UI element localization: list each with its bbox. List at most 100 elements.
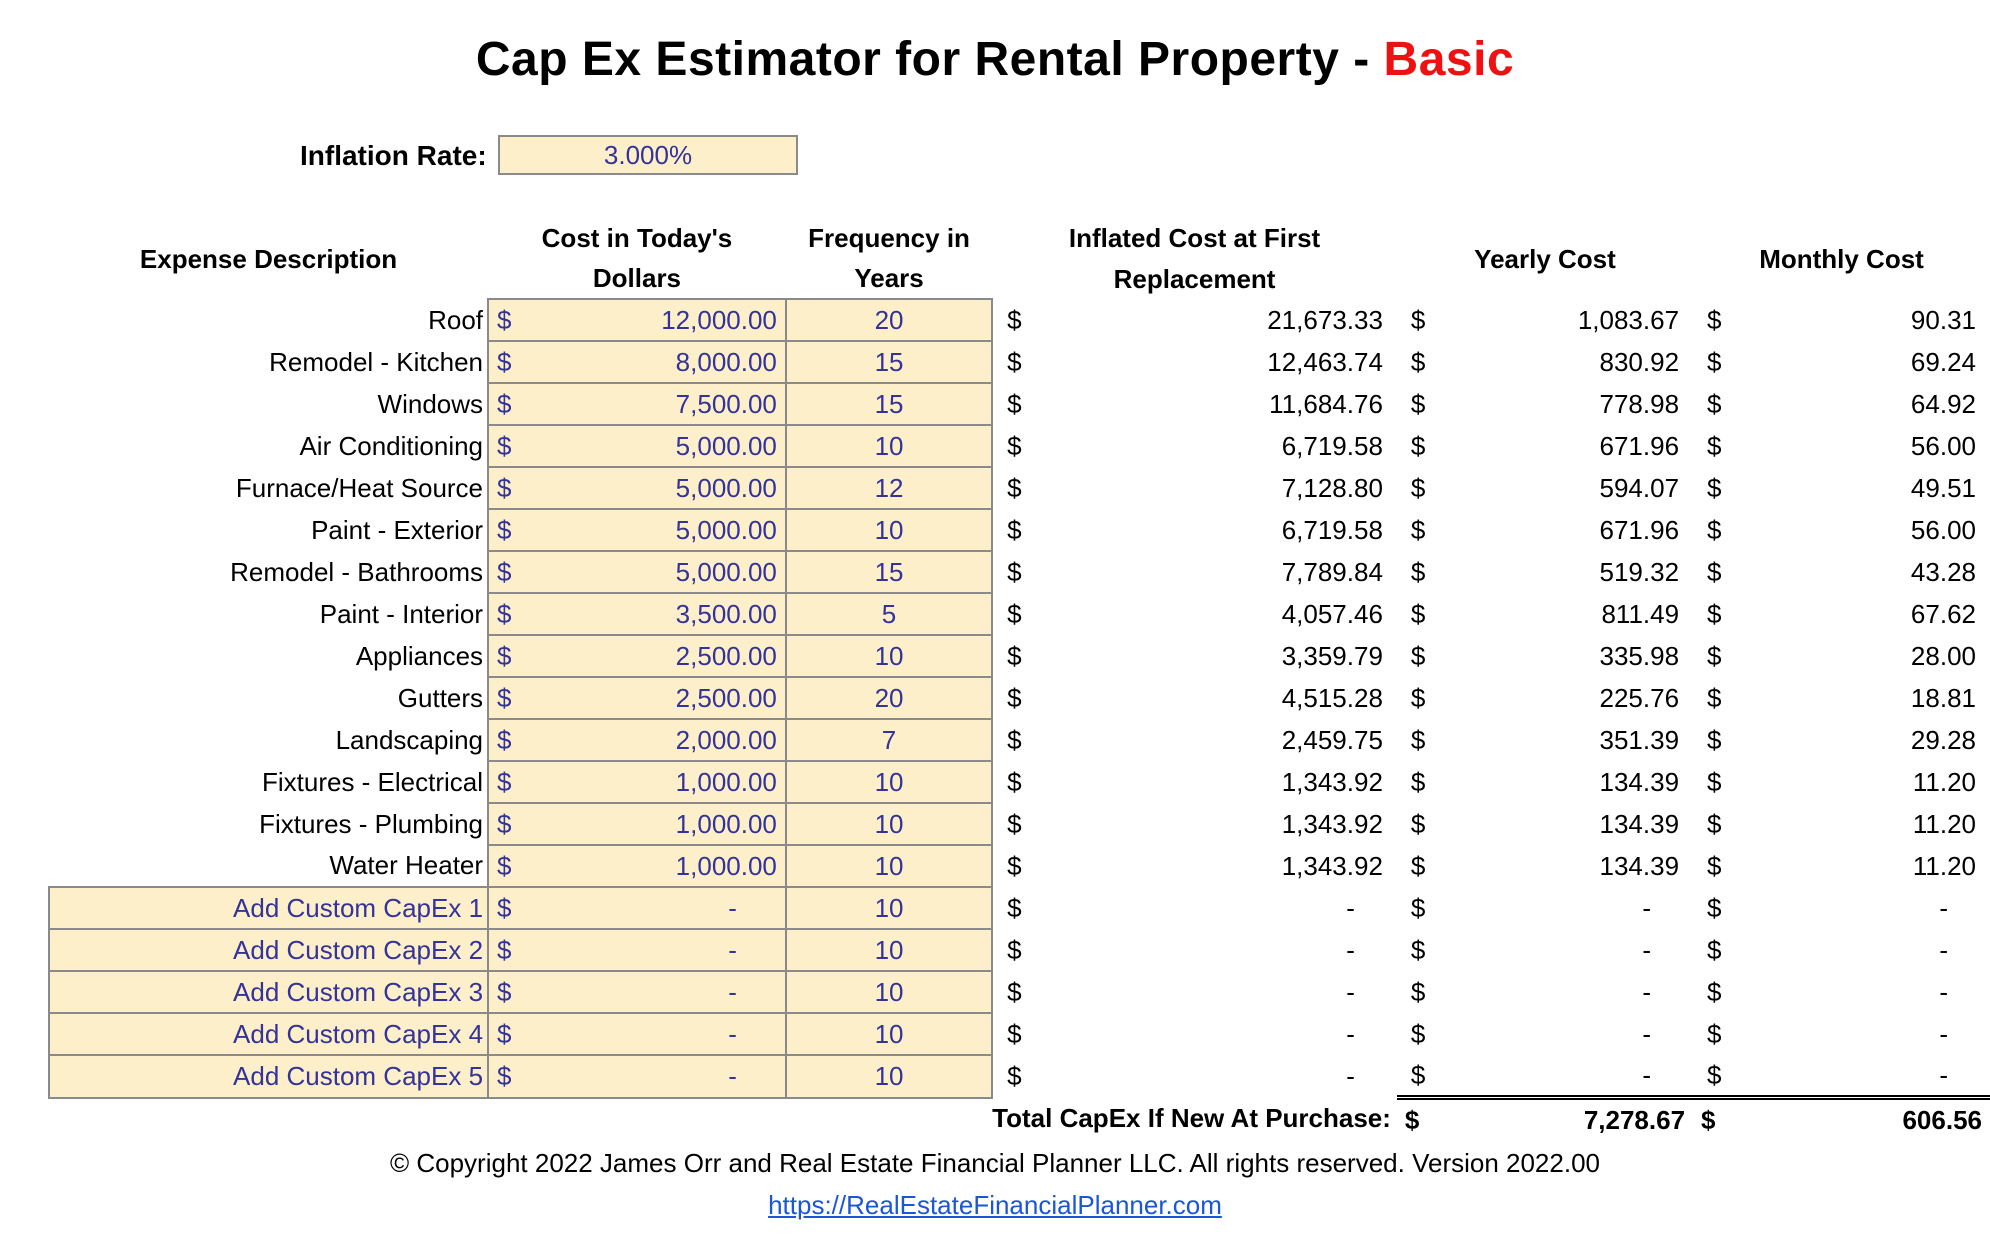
header-inflated-line2: Replacement [1113, 263, 1276, 294]
yearly-cost: $671.96 [1410, 430, 1680, 461]
inflated-cost: $1,343.92 [1007, 850, 1383, 881]
yearly-cost: $134.39 [1410, 808, 1680, 839]
expense-description: Fixtures - Electrical [261, 766, 484, 797]
total-yearly: $7,278.67 [1396, 1095, 1694, 1140]
expense-description[interactable]: Add Custom CapEx 3 [47, 970, 490, 1014]
table-row: Water Heater $1,000.00 10 $1,343.92 $134.39 $… [49, 844, 1990, 888]
cost-today-input[interactable]: $2,500.00 [487, 634, 787, 678]
yearly-cost: $671.96 [1410, 514, 1680, 545]
frequency-input[interactable]: 5 [784, 592, 994, 636]
website-link-wrap: https://RealEstateFinancialPlanner.com [0, 1190, 1990, 1221]
expense-description[interactable]: Add Custom CapEx 4 [47, 1012, 490, 1056]
expense-description: Landscaping [335, 724, 484, 755]
frequency-input[interactable]: 15 [784, 382, 994, 426]
frequency-input[interactable]: 10 [784, 1012, 994, 1056]
table-row: Fixtures - Plumbing $1,000.00 10 $1,343.92 $… [49, 802, 1990, 846]
table-row: Fixtures - Electrical $1,000.00 10 $1,343.9… [49, 760, 1990, 804]
expense-description[interactable]: Add Custom CapEx 1 [47, 886, 490, 930]
table-row: Add Custom CapEx 5 $ -10 $ - $ - $ - [47, 1054, 1990, 1099]
monthly-cost: $56.00 [1707, 430, 1976, 461]
cost-today-input[interactable]: $5,000.00 [487, 508, 787, 552]
frequency-input[interactable]: 10 [784, 886, 994, 930]
monthly-cost: $56.00 [1707, 514, 1976, 545]
table-row: Windows $7,500.00 15 $11,684.76 $778.98 $64.9… [49, 382, 1990, 426]
cost-today-input[interactable]: $5,000.00 [487, 466, 787, 510]
cost-today-input[interactable]: $ - [487, 970, 787, 1014]
frequency-input[interactable]: 20 [784, 298, 994, 342]
header-cost-line1: Cost in Today's [541, 223, 733, 253]
header-expense-description: Expense Description [139, 243, 398, 274]
monthly-cost: $67.62 [1707, 598, 1976, 629]
yearly-cost: $1,083.67 [1410, 304, 1680, 335]
inflation-rate-input[interactable]: 3.000% [498, 135, 798, 175]
frequency-input[interactable]: 12 [784, 466, 994, 510]
website-link[interactable]: https://RealEstateFinancialPlanner.com [768, 1190, 1222, 1220]
yearly-cost: $ - [1410, 1018, 1652, 1049]
header-yearly-cost: Yearly Cost [1474, 243, 1616, 274]
cost-today-input[interactable]: $ - [487, 1012, 787, 1056]
frequency-input[interactable]: 10 [784, 508, 994, 552]
cost-today-input[interactable]: $5,000.00 [487, 424, 787, 468]
inflated-cost: $2,459.75 [1007, 724, 1383, 755]
page-title: Cap Ex Estimator for Rental Property - B… [0, 32, 1990, 87]
inflated-cost: $ - [1007, 976, 1355, 1007]
inflation-rate-label: Inflation Rate: [300, 140, 487, 171]
frequency-input[interactable]: 10 [784, 424, 994, 468]
yearly-cost: $ - [1410, 892, 1652, 923]
inflated-cost: $4,515.28 [1007, 682, 1383, 713]
monthly-cost: $49.51 [1707, 472, 1976, 503]
yearly-cost: $134.39 [1410, 766, 1680, 797]
copyright-notice: © Copyright 2022 James Orr and Real Esta… [389, 1148, 1600, 1178]
monthly-cost: $18.81 [1707, 682, 1976, 713]
monthly-cost: $ - [1707, 976, 1948, 1007]
yearly-cost: $134.39 [1410, 850, 1680, 881]
frequency-input[interactable]: 10 [784, 634, 994, 678]
frequency-input[interactable]: 7 [784, 718, 994, 762]
frequency-input[interactable]: 15 [784, 550, 994, 594]
inflated-cost: $ - [1007, 934, 1355, 965]
expense-description[interactable]: Add Custom CapEx 5 [47, 1054, 490, 1099]
yearly-cost: $778.98 [1410, 388, 1680, 419]
inflated-cost: $11,684.76 [1007, 388, 1383, 419]
cost-today-input[interactable]: $2,000.00 [487, 718, 787, 762]
yearly-cost: $ - [1410, 934, 1652, 965]
cost-today-input[interactable]: $2,500.00 [487, 676, 787, 720]
cost-today-input[interactable]: $1,000.00 [487, 760, 787, 804]
cost-today-input[interactable]: $1,000.00 [487, 802, 787, 846]
cost-today-input[interactable]: $7,500.00 [487, 382, 787, 426]
table-row: Appliances $2,500.00 10 $3,359.79 $335.98 $28… [49, 634, 1990, 678]
frequency-input[interactable]: 10 [784, 1054, 994, 1099]
expense-description: Remodel - Kitchen [269, 346, 484, 377]
expense-description: Paint - Interior [319, 598, 484, 629]
title-accent: Basic [1383, 33, 1515, 86]
frequency-input[interactable]: 10 [784, 970, 994, 1014]
expense-description: Paint - Exterior [311, 514, 484, 545]
frequency-input[interactable]: 10 [784, 928, 994, 972]
header-frequency-line2: Years [854, 263, 924, 293]
monthly-cost: $ - [1707, 892, 1948, 923]
yearly-cost: $ - [1410, 976, 1652, 1007]
cost-today-input[interactable]: $ - [487, 1054, 787, 1099]
cost-today-input[interactable]: $ - [487, 928, 787, 972]
table-row: Paint - Interior $3,500.00 5 $4,057.46 $811.… [49, 592, 1990, 636]
frequency-input[interactable]: 10 [784, 802, 994, 846]
expense-description[interactable]: Add Custom CapEx 2 [47, 928, 490, 972]
frequency-input[interactable]: 20 [784, 676, 994, 720]
inflated-cost: $ - [1007, 1060, 1355, 1091]
table-row: Gutters $2,500.00 20 $4,515.28 $225.76 $18.81 [49, 676, 1990, 720]
frequency-input[interactable]: 10 [784, 844, 994, 888]
cost-today-input[interactable]: $12,000.00 [487, 298, 787, 342]
monthly-cost: $69.24 [1707, 346, 1976, 377]
cost-today-input[interactable]: $5,000.00 [487, 550, 787, 594]
cost-today-input[interactable]: $1,000.00 [487, 844, 787, 888]
expense-description: Roof [428, 304, 484, 335]
frequency-input[interactable]: 15 [784, 340, 994, 384]
monthly-cost: $11.20 [1707, 850, 1976, 881]
cost-today-input[interactable]: $ - [487, 886, 787, 930]
frequency-input[interactable]: 10 [784, 760, 994, 804]
cost-today-input[interactable]: $3,500.00 [487, 592, 787, 636]
cost-today-input[interactable]: $8,000.00 [487, 340, 787, 384]
inflated-cost: $7,789.84 [1007, 556, 1383, 587]
total-yearly-value: 7,278.67 [1583, 1104, 1686, 1135]
table-row: Furnace/Heat Source $5,000.00 12 $7,128.80 $… [49, 466, 1990, 510]
